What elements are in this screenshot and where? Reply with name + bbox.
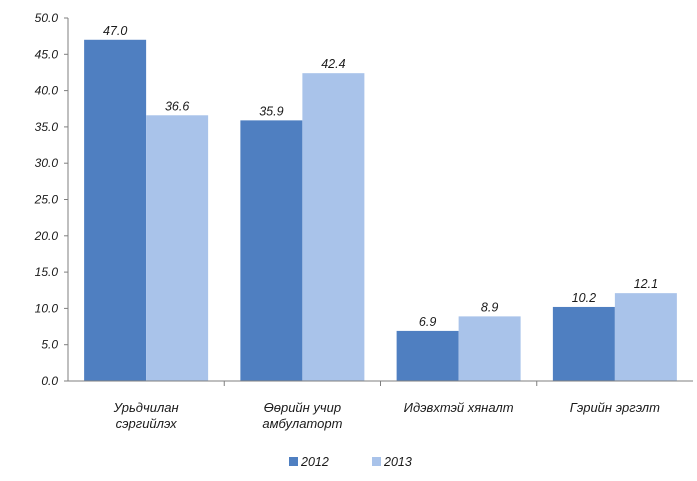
legend: 2012 2013 xyxy=(289,455,412,469)
bar-2012 xyxy=(240,120,303,381)
data-label: 36.6 xyxy=(165,99,189,113)
data-labels: 47.0 36.6 35.9 42.4 6.9 8.9 10.2 12.1 xyxy=(103,24,658,329)
y-tick-label: 15.0 xyxy=(35,265,59,279)
bar-2012 xyxy=(84,39,147,381)
data-label: 35.9 xyxy=(259,104,283,118)
bar-2012 xyxy=(396,330,459,381)
bar-2013 xyxy=(146,115,209,381)
data-label: 42.4 xyxy=(321,57,345,71)
y-axis: 0.0 5.0 10.0 15.0 20.0 25.0 30.0 35.0 40.0 45.0 50… xyxy=(34,11,68,388)
legend-label: 2012 xyxy=(300,455,329,469)
y-tick-label: 50.0 xyxy=(35,11,59,25)
data-label: 47.0 xyxy=(103,24,127,38)
data-label: 8.9 xyxy=(481,300,498,314)
legend-swatch-2012 xyxy=(289,457,298,466)
x-category-label-line: Өөрийн учир xyxy=(264,400,342,415)
y-tick-label: 40.0 xyxy=(35,84,59,98)
y-tick-label: 10.0 xyxy=(35,301,59,315)
bar-2012 xyxy=(552,306,615,381)
x-axis: Урьдчилан сэргийлэх Өөрийн учир амбулаторт И… xyxy=(113,381,660,431)
x-category-label: Гэрийн эргэлт xyxy=(570,400,660,415)
y-tick-label: 0.0 xyxy=(41,374,58,388)
x-category-label: Урьдчилан сэргийлэх xyxy=(113,400,179,431)
y-tick-label: 25.0 xyxy=(34,193,59,207)
legend-swatch-2013 xyxy=(372,457,381,466)
data-label: 12.1 xyxy=(634,277,658,291)
bars xyxy=(84,39,677,382)
x-category-label-line: Идэвхтэй хяналт xyxy=(404,400,514,415)
x-category-label: Өөрийн учир амбулаторт xyxy=(262,400,342,431)
x-category-label: Идэвхтэй хяналт xyxy=(404,400,514,415)
y-tick-label: 45.0 xyxy=(35,47,59,61)
y-tick-label: 30.0 xyxy=(35,156,59,170)
y-tick-label: 20.0 xyxy=(34,229,59,243)
x-category-label-line: Урьдчилан xyxy=(113,400,179,415)
data-label: 6.9 xyxy=(419,315,436,329)
x-category-label-line: сэргийлэх xyxy=(116,416,177,431)
legend-label: 2013 xyxy=(383,455,412,469)
x-category-label-line: Гэрийн эргэлт xyxy=(570,400,660,415)
y-tick-label: 5.0 xyxy=(41,338,58,352)
x-category-label-line: амбулаторт xyxy=(262,416,342,431)
bar-2013 xyxy=(458,316,521,381)
data-label: 10.2 xyxy=(572,291,596,305)
bar-2013 xyxy=(302,73,365,382)
bar-2013 xyxy=(614,293,677,381)
y-tick-label: 35.0 xyxy=(35,120,59,134)
